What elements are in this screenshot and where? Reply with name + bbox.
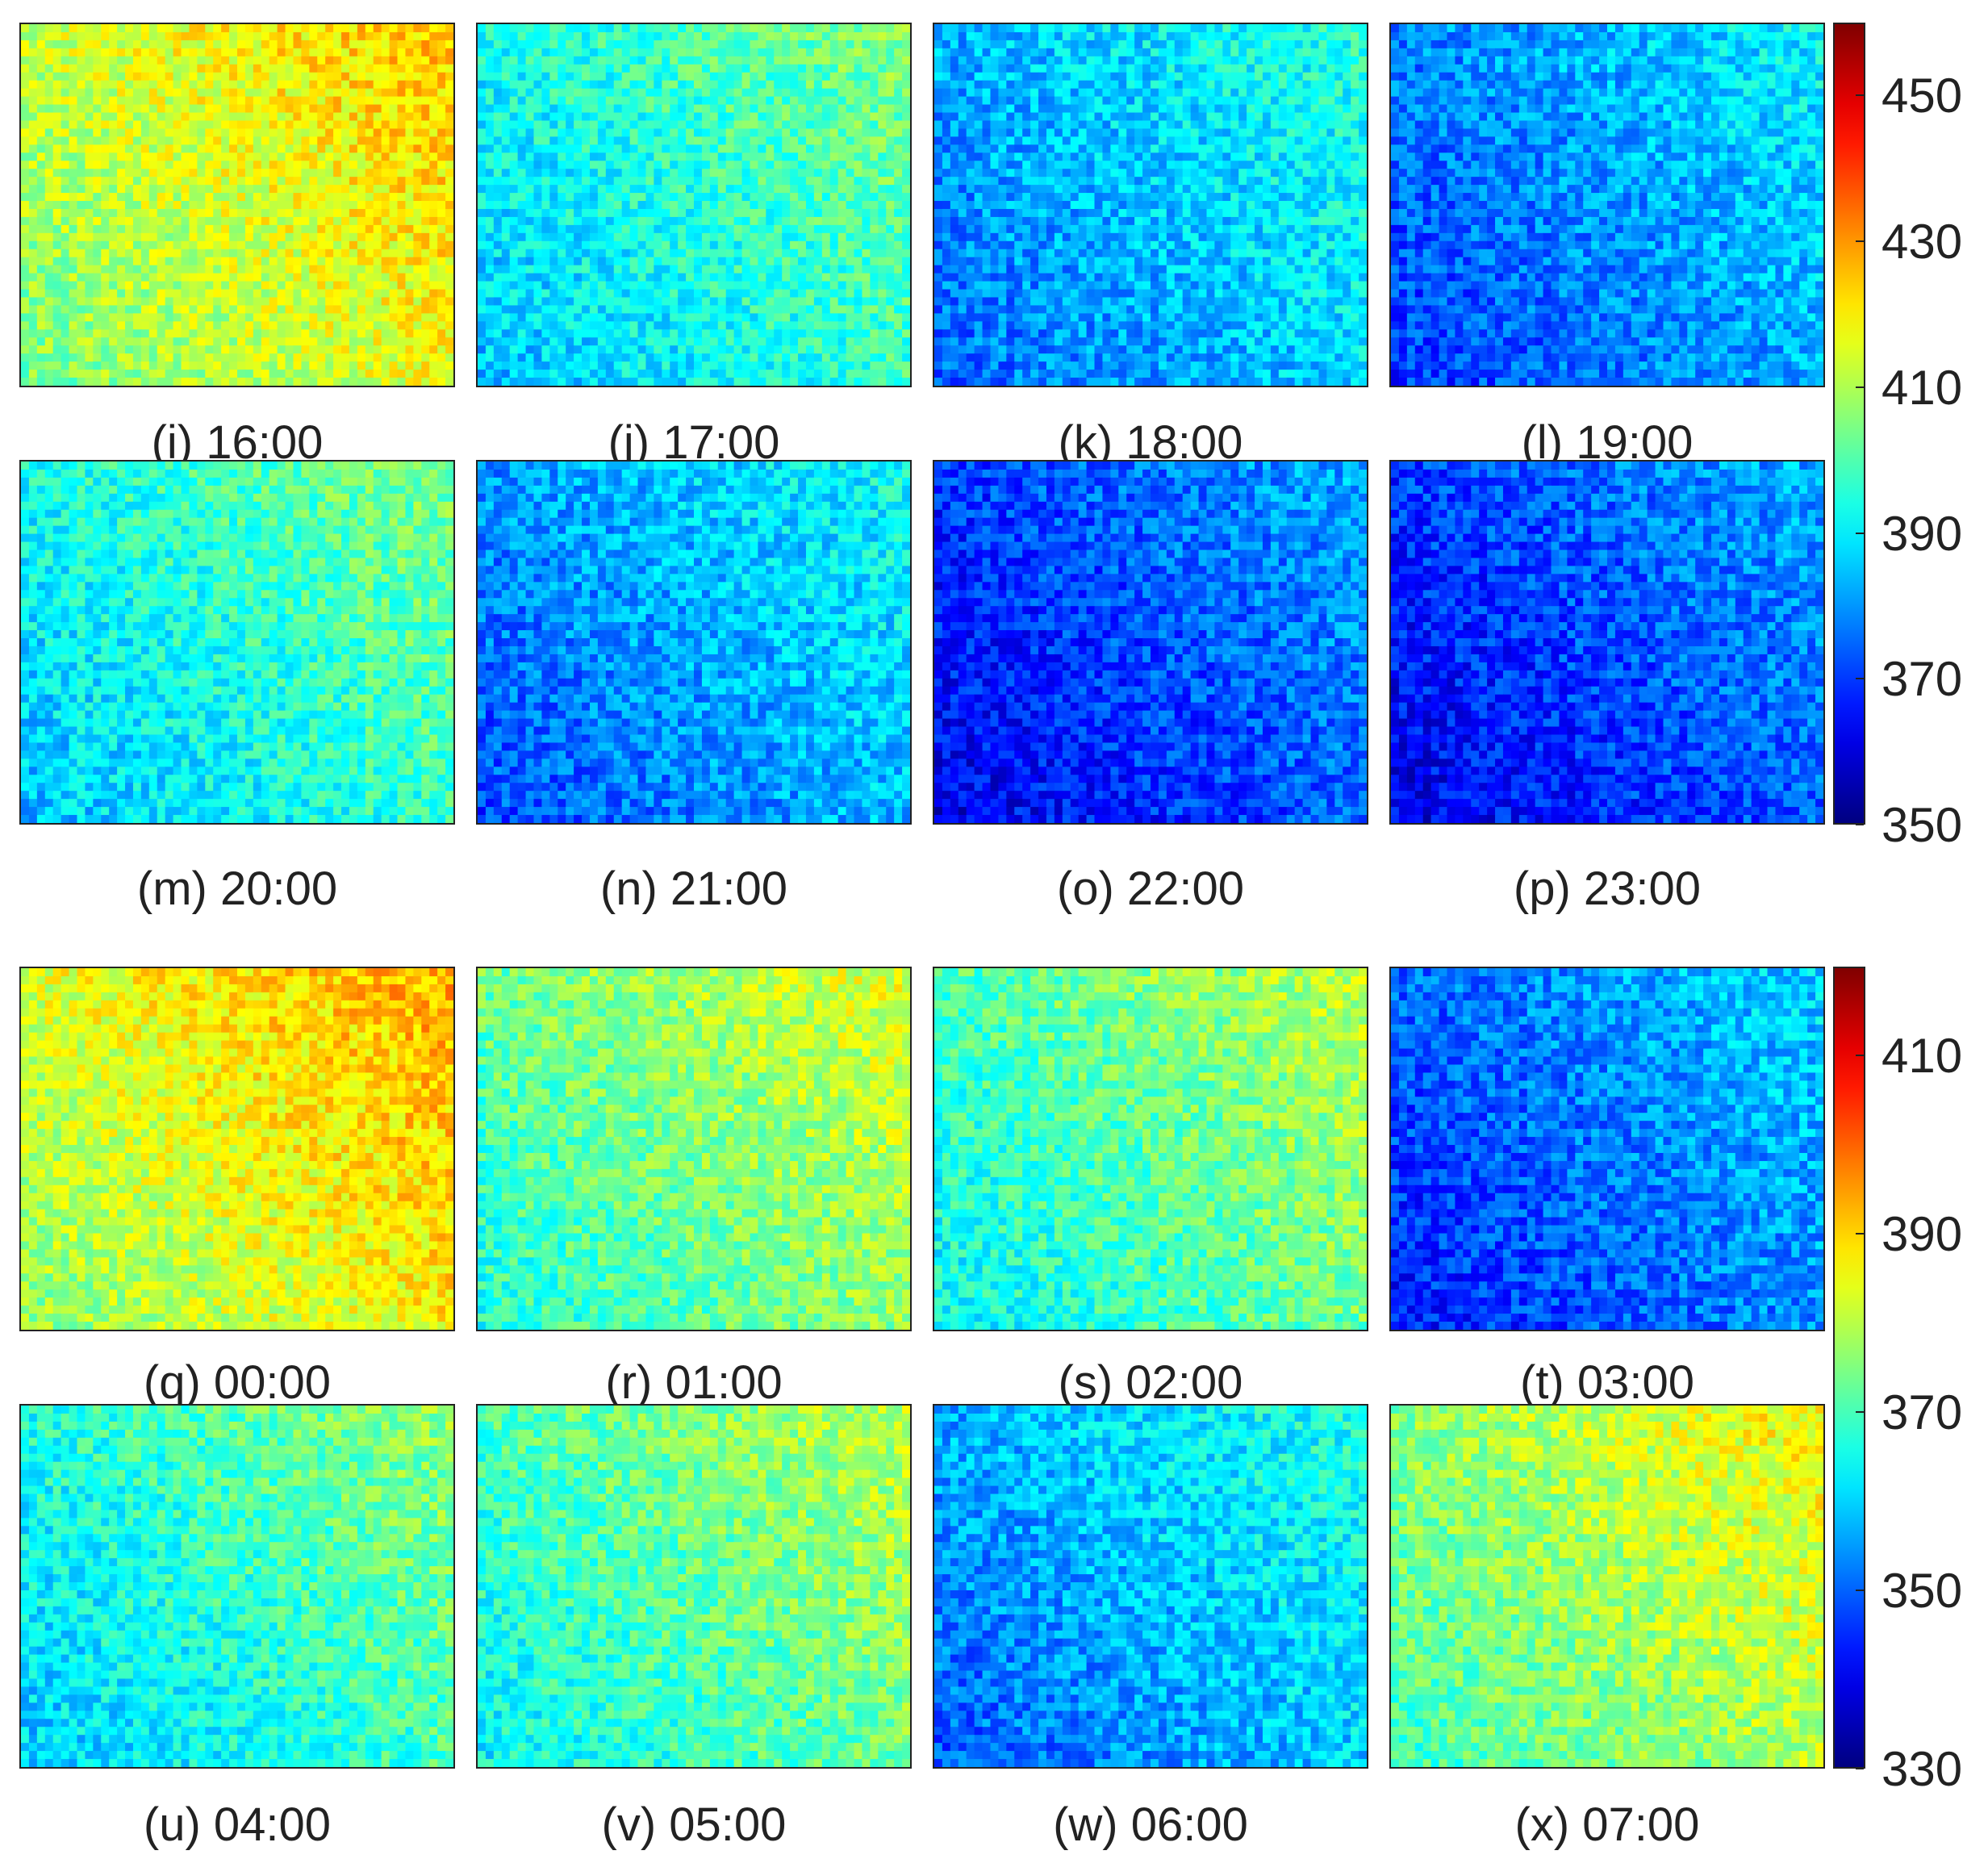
panel-caption: (r) 01:00 [476, 1356, 912, 1410]
panel-caption: (q) 00:00 [19, 1356, 455, 1410]
heatmap-image [21, 462, 453, 823]
colorbar-tick-label: 430 [1881, 214, 1962, 269]
colorbar-tick-mark [1856, 240, 1864, 243]
colorbar-tick-label: 410 [1881, 360, 1962, 416]
heatmap-panel [933, 460, 1368, 825]
panel-caption: (w) 06:00 [933, 1798, 1368, 1852]
heatmap-image [934, 24, 1367, 386]
heatmap-image [934, 1406, 1367, 1767]
heatmap-image [1391, 24, 1823, 386]
colorbar [1833, 23, 1865, 825]
colorbar-tick-label: 390 [1881, 1206, 1962, 1262]
colorbar-tick-mark [1856, 94, 1864, 97]
panel-caption: (m) 20:00 [19, 862, 455, 916]
panel-caption: (p) 23:00 [1389, 862, 1825, 916]
panel-caption: (x) 07:00 [1389, 1798, 1825, 1852]
heatmap-image [1391, 1406, 1823, 1767]
colorbar-tick-label: 390 [1881, 506, 1962, 562]
colorbar-tick-label: 450 [1881, 68, 1962, 123]
colorbar [1833, 967, 1865, 1769]
colorbar-tick-mark [1856, 386, 1864, 388]
colorbar-tick-mark [1856, 1055, 1864, 1057]
heatmap-image [1391, 462, 1823, 823]
heatmap-panel [1389, 967, 1825, 1331]
colorbar-tick-label: 350 [1881, 797, 1962, 853]
colorbar-tick-label: 350 [1881, 1563, 1962, 1619]
panel-caption: (v) 05:00 [476, 1798, 912, 1852]
panel-caption: (t) 03:00 [1389, 1356, 1825, 1410]
panel-caption: (n) 21:00 [476, 862, 912, 916]
heatmap-panel [476, 23, 912, 387]
heatmap-panel [19, 1404, 455, 1769]
heatmap-panel [19, 967, 455, 1331]
heatmap-panel [19, 23, 455, 387]
heatmap-image [934, 968, 1367, 1330]
heatmap-panel [1389, 460, 1825, 825]
colorbar-tick-mark [1856, 1233, 1864, 1235]
heatmap-panel [933, 23, 1368, 387]
heatmap-panel [933, 1404, 1368, 1769]
colorbar-tick-mark [1856, 678, 1864, 680]
heatmap-image [934, 462, 1367, 823]
heatmap-image [478, 462, 910, 823]
colorbar-tick-label: 330 [1881, 1741, 1962, 1797]
colorbar-tick-mark [1856, 532, 1864, 534]
heatmap-image [478, 1406, 910, 1767]
heatmap-image [478, 968, 910, 1330]
colorbar-tick-mark [1856, 1768, 1864, 1769]
heatmap-panel [476, 967, 912, 1331]
heatmap-image [478, 24, 910, 386]
panel-caption: (u) 04:00 [19, 1798, 455, 1852]
heatmap-panel [1389, 23, 1825, 387]
panel-caption: (s) 02:00 [933, 1356, 1368, 1410]
colorbar-tick-mark [1856, 1590, 1864, 1592]
heatmap-panel [476, 460, 912, 825]
heatmap-image [21, 1406, 453, 1767]
colorbar-tick-label: 410 [1881, 1028, 1962, 1084]
heatmap-panel [19, 460, 455, 825]
panel-caption: (o) 22:00 [933, 862, 1368, 916]
colorbar-tick-label: 370 [1881, 1385, 1962, 1440]
heatmap-image [1391, 968, 1823, 1330]
heatmap-panel [476, 1404, 912, 1769]
heatmap-image [21, 24, 453, 386]
heatmap-panel [933, 967, 1368, 1331]
colorbar-tick-label: 370 [1881, 651, 1962, 707]
heatmap-image [21, 968, 453, 1330]
heatmap-panel [1389, 1404, 1825, 1769]
colorbar-tick-mark [1856, 824, 1864, 825]
colorbar-tick-mark [1856, 1411, 1864, 1414]
